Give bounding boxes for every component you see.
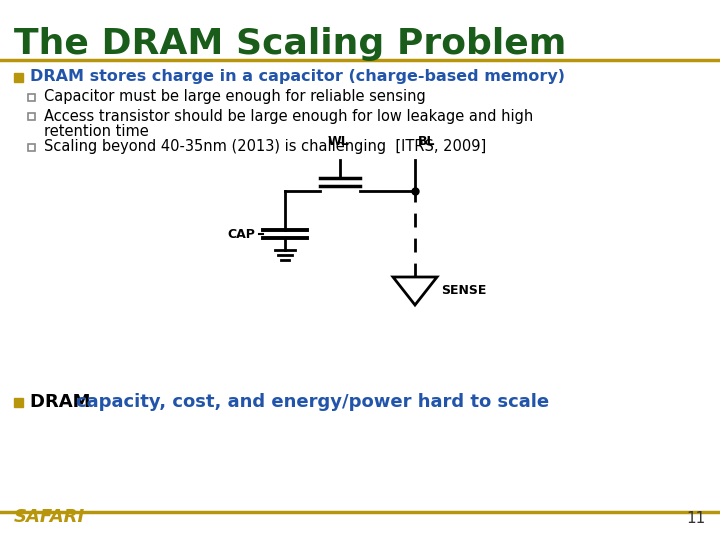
- Bar: [14, 73, 23, 82]
- Text: CAP: CAP: [227, 227, 255, 240]
- Text: 11: 11: [687, 511, 706, 526]
- Bar: [28, 113, 35, 120]
- Text: BL: BL: [418, 135, 436, 148]
- Text: WL: WL: [327, 135, 349, 148]
- Bar: [28, 94, 35, 101]
- Text: retention time: retention time: [44, 125, 149, 139]
- Text: DRAM stores charge in a capacitor (charge-based memory): DRAM stores charge in a capacitor (charg…: [30, 70, 565, 84]
- Text: Access transistor should be large enough for low leakage and high: Access transistor should be large enough…: [44, 109, 534, 124]
- Text: The DRAM Scaling Problem: The DRAM Scaling Problem: [14, 27, 567, 61]
- Text: Scaling beyond 40-35nm (2013) is challenging  [ITRS, 2009]: Scaling beyond 40-35nm (2013) is challen…: [44, 139, 486, 154]
- Text: SAFARI: SAFARI: [14, 508, 85, 526]
- Text: DRAM: DRAM: [30, 393, 96, 411]
- Text: Capacitor must be large enough for reliable sensing: Capacitor must be large enough for relia…: [44, 90, 426, 105]
- Text: capacity, cost, and energy/power hard to scale: capacity, cost, and energy/power hard to…: [76, 393, 549, 411]
- Bar: [28, 144, 35, 151]
- Bar: [14, 398, 23, 407]
- Text: SENSE: SENSE: [441, 285, 487, 298]
